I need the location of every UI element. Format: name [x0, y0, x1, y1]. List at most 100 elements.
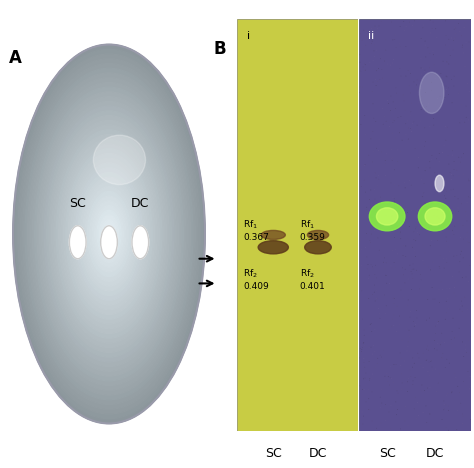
Point — [408, 270, 416, 278]
Point — [411, 321, 419, 328]
Point — [365, 173, 373, 180]
Point — [449, 272, 456, 280]
Point — [357, 167, 365, 174]
Circle shape — [16, 49, 202, 419]
Point — [463, 212, 470, 219]
Circle shape — [80, 177, 138, 291]
Point — [369, 291, 376, 298]
Point — [360, 375, 367, 382]
Point — [376, 51, 383, 58]
Point — [442, 82, 450, 90]
Point — [397, 148, 404, 155]
Point — [428, 357, 436, 364]
Point — [373, 287, 380, 294]
Point — [368, 37, 376, 45]
Point — [419, 24, 427, 31]
Point — [452, 292, 460, 300]
Point — [398, 379, 406, 387]
Point — [450, 231, 458, 238]
Point — [359, 344, 366, 351]
Point — [357, 183, 365, 190]
Point — [414, 350, 421, 357]
Point — [409, 377, 417, 385]
Point — [418, 106, 425, 113]
Point — [460, 353, 467, 360]
Point — [358, 342, 365, 349]
Point — [368, 214, 376, 221]
Point — [466, 194, 474, 202]
Point — [426, 164, 434, 172]
Point — [439, 58, 447, 65]
Point — [460, 235, 467, 243]
Point — [413, 86, 421, 94]
Point — [391, 197, 399, 205]
Point — [374, 355, 382, 362]
Point — [383, 271, 390, 279]
Point — [389, 194, 397, 201]
Circle shape — [27, 73, 191, 395]
Point — [384, 373, 392, 380]
Point — [454, 204, 462, 212]
Point — [458, 274, 466, 281]
Point — [434, 212, 441, 220]
Point — [440, 406, 447, 414]
Point — [462, 19, 469, 26]
Point — [391, 295, 398, 302]
Point — [427, 266, 434, 274]
Point — [413, 205, 420, 213]
Point — [429, 115, 437, 122]
Point — [452, 278, 459, 285]
Point — [405, 82, 413, 89]
Point — [381, 57, 388, 65]
Point — [426, 314, 433, 322]
Point — [449, 46, 457, 54]
Point — [427, 18, 435, 25]
Point — [367, 239, 374, 246]
Point — [450, 284, 458, 291]
Circle shape — [61, 139, 157, 329]
Point — [381, 373, 389, 380]
Point — [412, 224, 419, 231]
Circle shape — [49, 116, 169, 352]
Point — [462, 102, 470, 110]
Point — [378, 232, 385, 240]
Text: Rf$_1$
0.359: Rf$_1$ 0.359 — [300, 219, 326, 242]
Point — [446, 248, 453, 255]
Text: Rf$_2$
0.401: Rf$_2$ 0.401 — [300, 268, 326, 292]
Point — [406, 366, 414, 373]
Circle shape — [30, 78, 188, 390]
Ellipse shape — [261, 230, 285, 240]
Point — [383, 150, 390, 158]
Point — [457, 250, 465, 258]
Point — [408, 182, 415, 189]
Point — [410, 118, 418, 125]
Point — [386, 123, 393, 131]
Point — [410, 236, 418, 243]
Point — [392, 246, 399, 254]
Point — [440, 255, 447, 262]
Point — [447, 76, 455, 83]
Point — [393, 387, 401, 395]
Point — [460, 24, 468, 31]
Point — [409, 22, 416, 29]
Point — [403, 117, 411, 124]
Point — [437, 99, 445, 107]
Point — [392, 84, 400, 91]
Point — [397, 228, 404, 236]
Point — [397, 355, 405, 362]
Point — [437, 341, 444, 349]
Point — [385, 15, 393, 23]
Point — [372, 262, 379, 269]
Ellipse shape — [425, 208, 445, 225]
Point — [435, 158, 443, 166]
Point — [385, 408, 392, 416]
Point — [447, 336, 455, 344]
Point — [449, 228, 456, 236]
Point — [424, 100, 432, 108]
Point — [429, 213, 437, 221]
Circle shape — [95, 205, 123, 263]
Point — [459, 412, 467, 420]
Point — [372, 82, 380, 89]
Point — [411, 373, 419, 381]
Point — [358, 37, 366, 44]
